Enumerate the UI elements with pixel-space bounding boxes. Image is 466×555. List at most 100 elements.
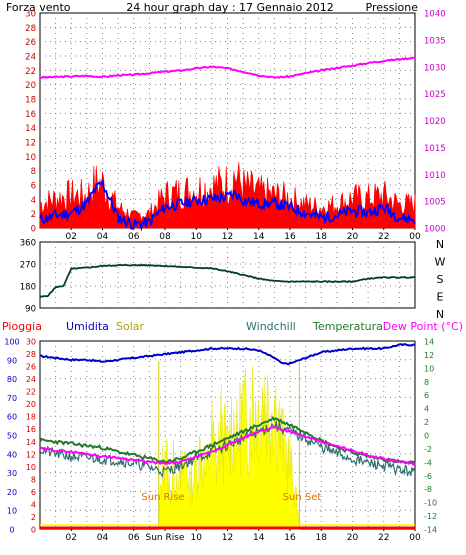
x-tick-label: 20 xyxy=(347,232,359,242)
weather-x-ticks: 02 04 06 Sun Rise 10 12 14 16 18 20 22 00 xyxy=(66,529,421,543)
temperature-tick-label: -4 xyxy=(424,458,432,467)
x-tick-label: 20 xyxy=(347,533,359,543)
wind-tick-label: 6 xyxy=(31,182,36,192)
wind-tick-label: 24 xyxy=(25,53,36,63)
rain-tick-label: 14 xyxy=(26,438,36,447)
x-tick-label: 04 xyxy=(97,232,109,242)
rain-tick-label: 4 xyxy=(31,500,36,509)
x-tick-label: 14 xyxy=(253,232,265,242)
direction-tick-label: 180 xyxy=(20,283,36,293)
rain-label: Pioggia xyxy=(2,320,42,333)
wind-series xyxy=(39,56,416,232)
pressure-label: Pressione xyxy=(366,1,419,14)
humidity-label: Umidita xyxy=(66,320,109,333)
wind-tick-label: 12 xyxy=(25,139,36,149)
humidity-tick-label: 10 xyxy=(7,507,17,516)
temperature-tick-label: 2 xyxy=(424,418,429,427)
rain-tick-label: 28 xyxy=(26,350,36,359)
sunrise-label: Sun Rise xyxy=(141,492,184,503)
pressure-tick-label: 1005 xyxy=(424,198,446,208)
humidity-tick-label: 80 xyxy=(7,375,17,384)
rain-tick-label: 16 xyxy=(26,425,36,434)
windchill-series xyxy=(39,420,415,478)
wind-pressure-panel: Forza vento 24 hour graph day : 17 Genna… xyxy=(6,1,446,242)
wind-tick-label: 16 xyxy=(25,110,36,120)
wind-x-ticks: 02 04 06 08 10 12 14 16 18 20 22 00 xyxy=(66,228,421,242)
direction-grid xyxy=(40,242,415,308)
x-tick-label: 12 xyxy=(222,232,233,242)
wind-tick-label: 0 xyxy=(31,225,36,235)
pressure-tick-label: 1020 xyxy=(424,117,446,127)
direction-tick-label: 360 xyxy=(20,239,36,249)
compass-label: N xyxy=(436,308,444,321)
wind-tick-label: 10 xyxy=(25,153,36,163)
temperature-tick-label: -6 xyxy=(424,472,432,481)
temperature-tick-label: -10 xyxy=(424,499,437,508)
pressure-tick-label: 1030 xyxy=(424,63,446,73)
compass-label: S xyxy=(437,273,444,286)
wind-tick-label: 2 xyxy=(31,210,36,220)
wind-tick-label: 30 xyxy=(25,10,36,20)
sunset-label: Sun Set xyxy=(283,492,322,503)
rain-tick-label: 0 xyxy=(31,526,36,535)
compass-label: E xyxy=(437,291,444,304)
humidity-tick-label: 40 xyxy=(7,450,17,459)
solar-label: Solar xyxy=(116,320,145,333)
humidity-axis-ticks: 0 10 20 30 40 50 60 70 80 90 100 xyxy=(4,338,19,535)
rain-tick-label: 2 xyxy=(31,513,36,522)
x-tick-label: 18 xyxy=(316,232,328,242)
x-tick-label: 12 xyxy=(222,533,233,543)
temperature-series xyxy=(39,415,416,465)
temperature-tick-label: 6 xyxy=(424,391,429,400)
humidity-tick-label: 100 xyxy=(4,338,19,347)
humidity-tick-label: 20 xyxy=(7,488,17,497)
x-tick-label: 10 xyxy=(191,533,203,543)
humidity-tick-label: 90 xyxy=(7,356,17,365)
compass-label: N xyxy=(436,238,444,251)
rain-tick-label: 20 xyxy=(26,400,36,409)
x-tick-label: 02 xyxy=(66,232,77,242)
x-tick-label: 02 xyxy=(66,533,77,543)
direction-plot-area xyxy=(39,241,416,309)
x-tick-label: 08 xyxy=(159,232,171,242)
wind-tick-label: 28 xyxy=(25,24,36,34)
temperature-tick-label: -8 xyxy=(424,485,432,494)
rain-tick-label: 22 xyxy=(26,388,36,397)
humidity-series xyxy=(39,343,416,366)
dewpoint-series xyxy=(39,425,416,466)
temperature-tick-label: -12 xyxy=(424,512,437,521)
direction-axis-ticks: 90 180 270 360 xyxy=(20,239,36,315)
rain-tick-label: 8 xyxy=(31,475,36,484)
temperature-tick-label: 8 xyxy=(424,378,429,387)
wind-tick-label: 22 xyxy=(25,67,36,77)
x-tick-label: 16 xyxy=(284,232,296,242)
temperature-tick-label: 0 xyxy=(424,432,429,441)
dewpoint-label: Dew Point (°C) xyxy=(383,320,463,333)
wind-grid xyxy=(40,13,415,228)
weather-panel: Pioggia Umidita Solar Windchill Temperat… xyxy=(2,320,463,543)
pressure-series xyxy=(39,56,416,79)
rain-tick-label: 24 xyxy=(26,375,36,384)
x-tick-label: Sun Rise xyxy=(146,533,185,543)
direction-tick-label: 90 xyxy=(25,305,36,315)
rain-tick-label: 18 xyxy=(26,413,36,422)
rain-tick-label: 26 xyxy=(26,363,36,372)
humidity-tick-label: 30 xyxy=(7,469,17,478)
x-tick-label: 14 xyxy=(253,533,265,543)
x-tick-label: 00 xyxy=(409,533,421,543)
wind-tick-label: 14 xyxy=(25,124,36,134)
windchill-label: Windchill xyxy=(246,320,296,333)
x-tick-label: 16 xyxy=(284,533,296,543)
temperature-tick-label: 12 xyxy=(424,351,434,360)
humidity-tick-label: 50 xyxy=(7,432,17,441)
temperature-tick-label: -2 xyxy=(424,445,432,454)
direction-series xyxy=(39,263,416,298)
x-tick-label: 10 xyxy=(191,232,203,242)
pressure-tick-label: 1010 xyxy=(424,171,446,181)
wind-tick-label: 18 xyxy=(25,96,36,106)
